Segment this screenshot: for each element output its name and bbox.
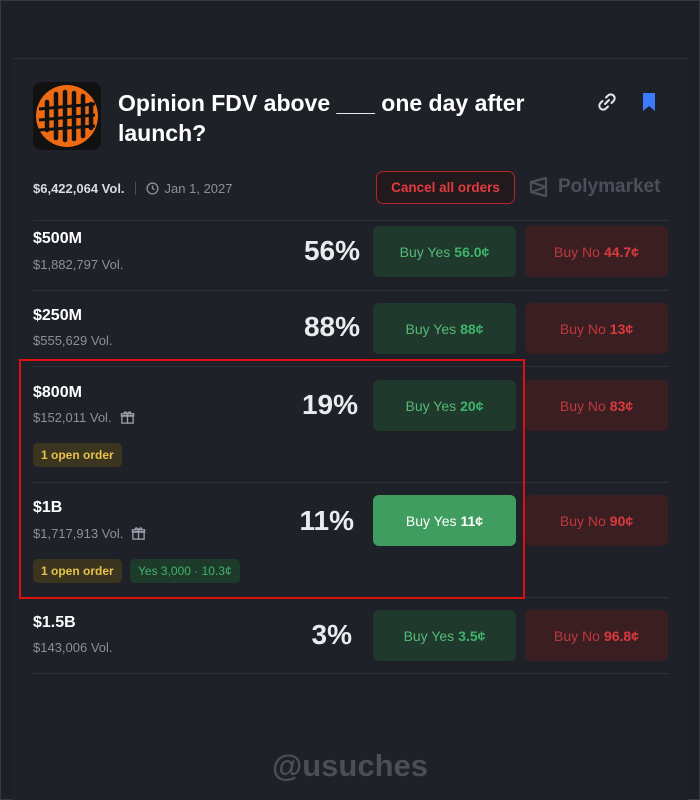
buy-yes-price: 88¢: [460, 320, 484, 337]
buy-no-label: Buy No: [559, 397, 606, 414]
outcome-name: $500M: [33, 230, 82, 247]
open-order-badge[interactable]: 1 open order: [33, 559, 122, 583]
bookmark-icon[interactable]: [637, 90, 661, 114]
outcome-row-250m: $250M $555,629 Vol. 88% Buy Yes 88¢ Buy …: [33, 291, 668, 366]
market-title: Opinion FDV above ___ one day after laun…: [118, 90, 525, 146]
buy-yes-button[interactable]: Buy Yes 88¢: [373, 303, 516, 354]
market-logo: [33, 82, 101, 150]
polymarket-brand: Polymarket: [528, 174, 660, 200]
row-divider: [33, 673, 668, 674]
buy-yes-label: Buy Yes: [399, 243, 451, 260]
buy-no-price: 44.7¢: [603, 243, 639, 260]
buy-yes-button[interactable]: Buy Yes 11¢: [373, 495, 516, 546]
polymarket-logo-icon: [529, 176, 548, 198]
outcome-name: $1B: [33, 499, 63, 516]
buy-yes-label: Buy Yes: [405, 397, 457, 414]
outcome-volume-text: $555,629 Vol.: [33, 333, 113, 348]
buy-no-price: 13¢: [609, 320, 634, 337]
outcome-volume-text: $152,011 Vol.: [33, 410, 112, 425]
buy-no-label: Buy No: [554, 627, 600, 644]
gift-icon: [120, 411, 134, 424]
outcome-volume: $1,717,913 Vol.: [33, 526, 146, 541]
buy-no-button[interactable]: Buy No 83¢: [525, 380, 668, 431]
outcome-row-500m: $500M $1,882,797 Vol. 56% Buy Yes 56.0¢ …: [33, 221, 668, 290]
buy-no-price: 96.8¢: [603, 627, 639, 644]
outcome-volume-text: $1,717,913 Vol.: [33, 526, 124, 541]
outcome-name: $250M: [33, 307, 82, 324]
outcome-volume: $1,882,797 Vol.: [33, 257, 123, 272]
cancel-all-orders-button[interactable]: Cancel all orders: [376, 171, 515, 204]
buy-yes-button[interactable]: Buy Yes 20¢: [373, 380, 516, 431]
buy-no-label: Buy No: [559, 320, 606, 337]
buy-yes-button[interactable]: Buy Yes 3.5¢: [373, 610, 516, 661]
buy-no-price: 90¢: [609, 512, 634, 529]
row-divider: [33, 290, 668, 291]
buy-no-label: Buy No: [559, 512, 606, 529]
outcome-volume: $143,006 Vol.: [33, 640, 113, 655]
outcome-row-1b: $1B $1,717,913 Vol. 1 open order Yes 3,0…: [33, 483, 668, 597]
buy-no-button[interactable]: Buy No 44.7¢: [525, 226, 668, 277]
buy-yes-label: Buy Yes: [405, 320, 457, 337]
outcome-name: $800M: [33, 384, 82, 401]
buy-no-button[interactable]: Buy No 13¢: [525, 303, 668, 354]
outcome-volume: $152,011 Vol.: [33, 410, 135, 425]
buy-yes-price: 3.5¢: [458, 627, 486, 644]
buy-yes-price: 20¢: [460, 397, 484, 414]
outcome-percent: 56%: [303, 235, 360, 266]
buy-yes-price: 56.0¢: [454, 243, 490, 260]
market-volume: $6,422,064 Vol.: [33, 180, 125, 196]
highlight-box: [19, 359, 525, 599]
market-date-text: Jan 1, 2027: [164, 180, 233, 196]
market-date: Jan 1, 2027: [145, 180, 233, 196]
buy-no-price: 83¢: [609, 397, 634, 414]
outcome-percent: 11%: [299, 505, 355, 536]
buy-yes-label: Buy Yes: [403, 627, 455, 644]
gift-icon: [132, 527, 146, 540]
buy-yes-button[interactable]: Buy Yes 56.0¢: [373, 226, 516, 277]
outcome-percent: 19%: [301, 389, 358, 420]
outcome-percent: 3%: [311, 619, 352, 650]
outcome-row-800m: $800M $152,011 Vol. 1 open order 19% Buy…: [33, 367, 668, 482]
outcome-name: $1.5B: [33, 614, 76, 631]
outcome-volume: $555,629 Vol.: [33, 333, 113, 348]
brand-name: Polymarket: [558, 176, 661, 197]
row-divider: [33, 220, 668, 221]
market-meta: $6,422,064 Vol. Jan 1, 2027: [33, 180, 233, 196]
open-order-badge[interactable]: 1 open order: [33, 443, 122, 467]
outcome-row-1-5b: $1.5B $143,006 Vol. 3% Buy Yes 3.5¢ Buy …: [33, 598, 668, 673]
row-divider: [33, 482, 668, 483]
row-divider: [33, 366, 668, 367]
buy-no-label: Buy No: [554, 243, 600, 260]
outcome-volume-text: $143,006 Vol.: [33, 640, 113, 655]
outcome-percent: 88%: [303, 311, 360, 342]
link-icon[interactable]: [595, 90, 619, 114]
buy-no-button[interactable]: Buy No 96.8¢: [525, 610, 668, 661]
meta-divider: [134, 181, 136, 195]
outcome-volume-text: $1,882,797 Vol.: [33, 257, 124, 272]
buy-yes-label: Buy Yes: [405, 512, 457, 529]
buy-no-button[interactable]: Buy No 90¢: [525, 495, 668, 546]
position-badge[interactable]: Yes 3,000 · 10.3¢: [130, 559, 240, 583]
watermark: @usuches: [272, 748, 428, 783]
clock-icon: [145, 181, 159, 195]
buy-yes-price: 11¢: [460, 512, 484, 529]
